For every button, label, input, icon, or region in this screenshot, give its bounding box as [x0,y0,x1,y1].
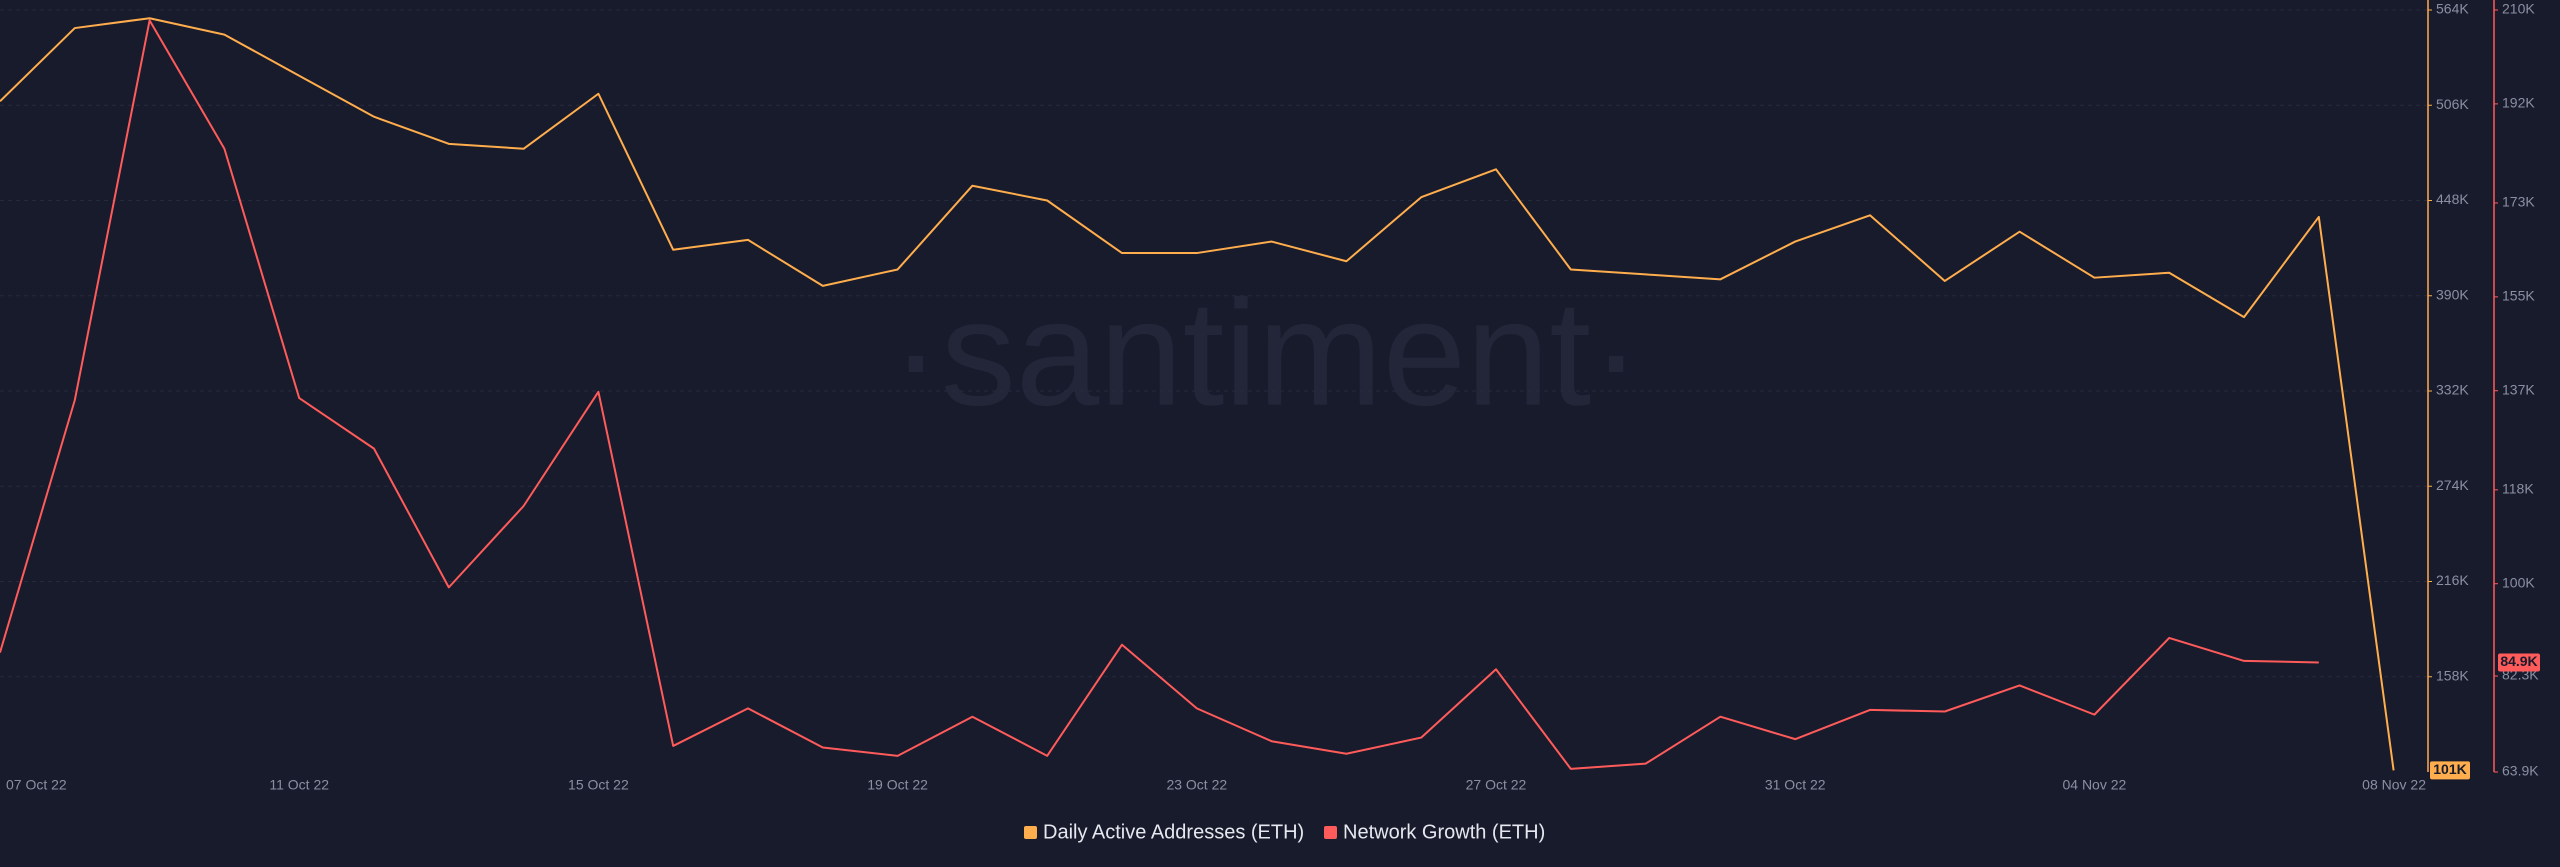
y2-tick-label: 63.9K [2502,763,2539,779]
y2-tick-label: 100K [2502,574,2535,590]
legend-label: Daily Active Addresses (ETH) [1043,821,1304,843]
legend-swatch [1324,826,1337,839]
y2-tick-label: 210K [2502,1,2535,17]
x-tick-label: 31 Oct 22 [1765,777,1826,793]
x-tick-label: 07 Oct 22 [6,777,67,793]
y-tick-label: 564K [2436,1,2469,17]
y-tick-label: 158K [2436,667,2469,683]
x-tick-label: 27 Oct 22 [1466,777,1527,793]
x-tick-label: 08 Nov 22 [2362,777,2426,793]
x-tick-label: 19 Oct 22 [867,777,928,793]
y2-tick-label: 118K [2502,481,2534,497]
y-tick-label: 506K [2436,96,2469,112]
value-label-box [2498,653,2540,672]
y-tick-label: 216K [2436,572,2469,588]
x-tick-label: 23 Oct 22 [1166,777,1227,793]
legend-label: Network Growth (ETH) [1343,821,1545,843]
value-label: 84.9K [2500,653,2537,669]
y-tick-label: 390K [2436,286,2469,302]
y2-tick-label: 137K [2502,381,2535,397]
y-tick-label: 332K [2436,382,2469,398]
watermark: ·santiment· [891,269,1641,437]
value-label-box [2430,761,2470,780]
value-label: 101K [2433,761,2466,777]
y2-tick-label: 173K [2502,194,2535,210]
x-tick-label: 15 Oct 22 [568,777,629,793]
series-line [0,17,2395,771]
x-tick-label: 04 Nov 22 [2062,777,2126,793]
y-tick-label: 274K [2436,477,2469,493]
y2-tick-label: 192K [2502,95,2535,111]
y-tick-label: 448K [2436,191,2469,207]
legend-swatch [1024,826,1037,839]
y2-tick-label: 155K [2502,288,2535,304]
x-tick-label: 11 Oct 22 [269,777,329,793]
series-line [0,19,2319,770]
